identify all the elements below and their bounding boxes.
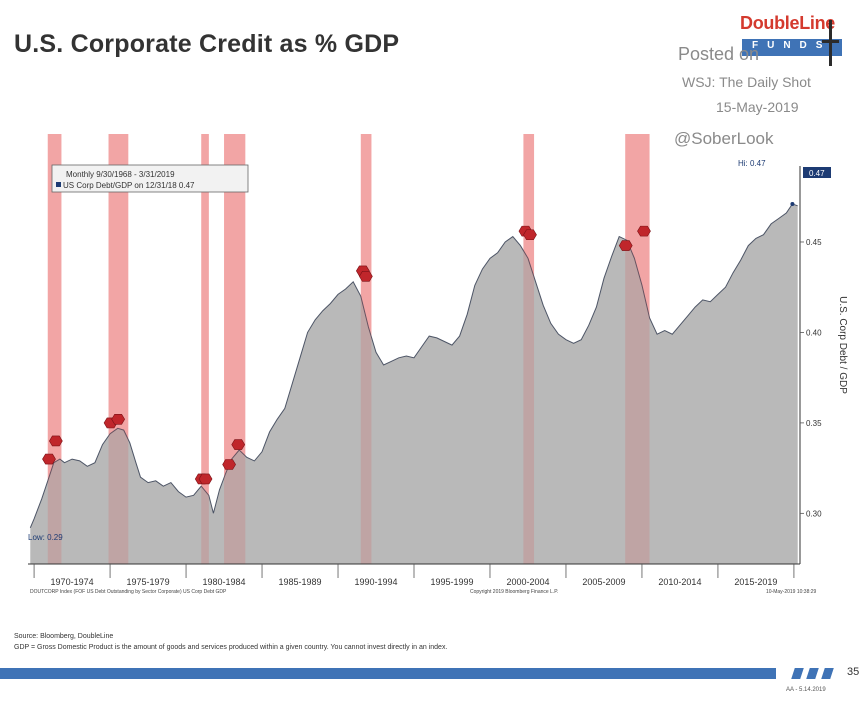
recession-overlay-2 [108, 134, 129, 564]
area-fill [30, 204, 798, 564]
x-ticks: 1970-1974 1975-1979 1980-1984 1985-1989 1990… [33, 564, 795, 587]
watermark-outlet: WSJ: The Daily Shot [682, 74, 811, 90]
footer-bar [0, 668, 776, 679]
legend-line-2: US Corp Debt/GDP on 12/31/18 0.47 [63, 181, 195, 190]
x-tick-label-10: 2015-2019 [734, 577, 777, 587]
x-tick-label-9: 2010-2014 [658, 577, 701, 587]
recession-overlay-7 [625, 134, 650, 564]
last-value-label: 0.47 [809, 169, 825, 178]
last-value-tag [803, 167, 831, 178]
logo-bar [742, 39, 842, 56]
hi-label: Hi: 0.47 [738, 159, 766, 168]
y-tick-label-4: 0.45 [806, 238, 822, 247]
recession-marker-8 [231, 439, 246, 450]
hi-point [790, 201, 795, 206]
legend-swatch [56, 182, 61, 187]
recession-markers [42, 225, 651, 485]
x-tick-label-6: 1995-1999 [430, 577, 473, 587]
doubleline-logo-name: DoubleLine [740, 13, 835, 33]
y-tick-label-2: 0.35 [806, 419, 822, 428]
footnote-center: Copyright 2019 Bloomberg Finance L.P. [470, 589, 558, 595]
recession-marker-13 [618, 240, 633, 251]
y-tick-label-3: 0.40 [806, 328, 822, 337]
x-tick-label-1: 1970-1974 [51, 577, 94, 587]
recession-overlay-4 [224, 134, 246, 564]
x-tick-label-3: 1980-1984 [203, 577, 246, 587]
logo-cross-icon [829, 20, 832, 66]
watermark-posted: Posted on [678, 44, 760, 64]
recession-marker-6 [198, 473, 213, 485]
recession-marker-7 [222, 459, 236, 470]
source-note: Source: Bloomberg, DoubleLine [14, 633, 114, 640]
logo-cross-bar [822, 40, 839, 43]
recession-marker-10 [359, 271, 373, 282]
recession-marker-2 [49, 435, 63, 447]
y-axis-title: U.S. Corp Debt / GDP [837, 296, 848, 394]
area-series [29, 134, 798, 564]
x-tick-label-4: 1985-1989 [279, 577, 322, 587]
recession-overlay-1 [47, 134, 62, 564]
logo-subtitle: FUNDS [752, 40, 832, 51]
recession-overlay-5 [360, 134, 372, 564]
footnote-right: 10-May-2019 10:38:29 [766, 589, 817, 595]
x-tick-label-8: 2005-2009 [582, 577, 625, 587]
watermark-date: 15-May-2019 [716, 99, 799, 115]
footnote-left: DOUTCORP Index (FOF US Debt Outstanding … [30, 589, 227, 595]
series-line [29, 203, 798, 528]
y-tick-label-1: 0.30 [806, 509, 822, 518]
x-tick-label-7: 2000-2004 [506, 577, 549, 587]
y-ticks: 0.30 0.35 0.40 0.45 [800, 238, 822, 518]
recession-marker-4 [111, 413, 126, 425]
low-label: Low: 0.29 [28, 533, 63, 542]
recession-marker-1 [42, 453, 56, 465]
recession-marker-14 [637, 225, 651, 237]
recession-overlay-3 [201, 134, 209, 564]
footer-code: AA - 5.14.2019 [786, 687, 826, 693]
recession-band-3 [201, 134, 209, 564]
page-title: U.S. Corporate Credit as % GDP [14, 30, 400, 58]
recession-overlay-6 [523, 134, 535, 564]
page-number: 35 [847, 666, 860, 678]
legend-box [51, 164, 249, 193]
x-tick-label-5: 1990-1994 [354, 577, 397, 587]
gdp-note: GDP = Gross Domestic Product is the amou… [14, 644, 448, 651]
legend-line-1: Monthly 9/30/1968 - 3/31/2019 [66, 170, 175, 179]
x-tick-label-2: 1975-1979 [127, 577, 170, 587]
watermark-handle: @SoberLook [674, 129, 774, 148]
recession-marker-12 [523, 229, 537, 241]
